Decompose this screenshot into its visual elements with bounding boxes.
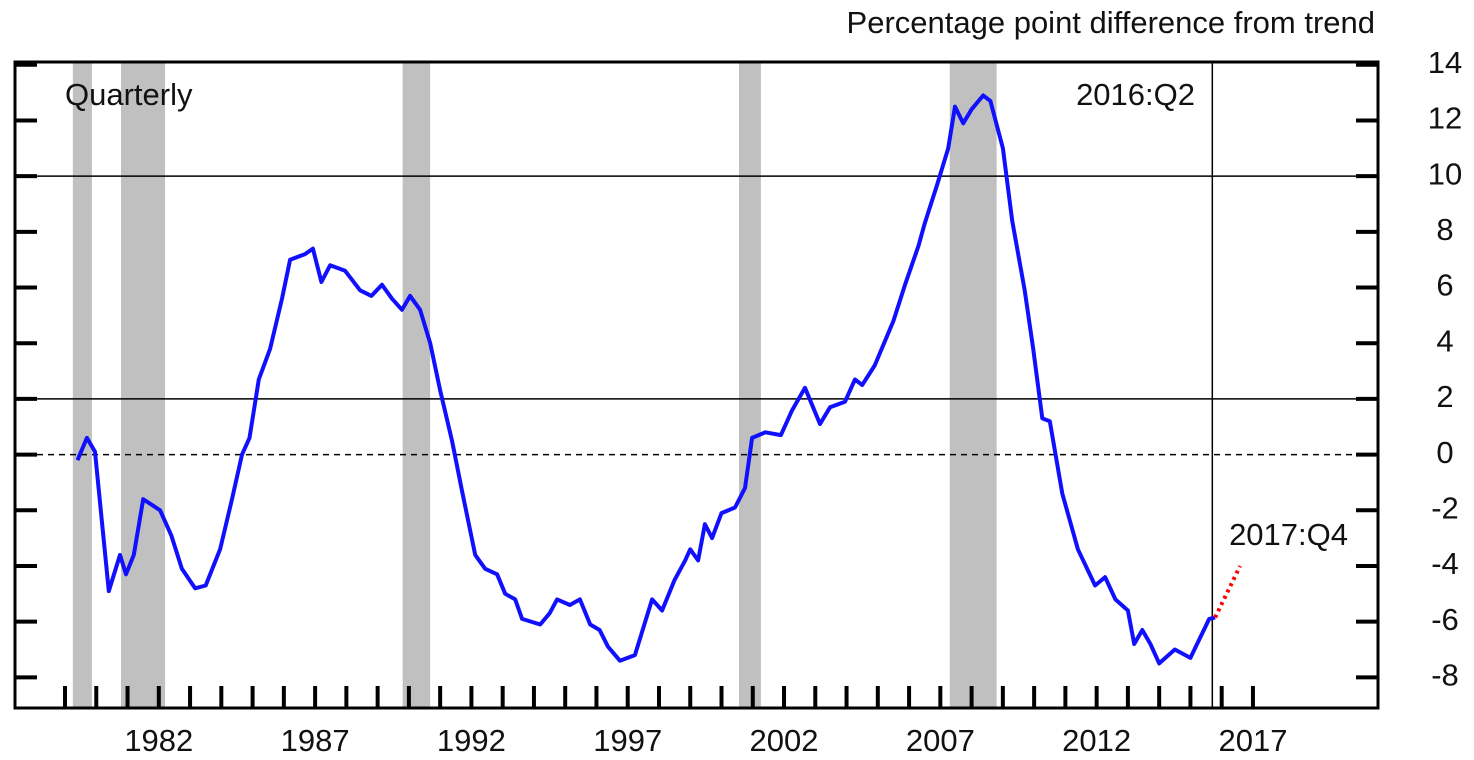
y-tick-label: 0 <box>1436 435 1453 470</box>
chart-subtitle: Percentage point difference from trend <box>847 5 1375 40</box>
y-tick-label: 8 <box>1436 212 1453 247</box>
plot-frame <box>13 60 1380 710</box>
annotation: 2016:Q2 <box>1076 77 1195 112</box>
recession-band <box>949 62 997 708</box>
annotation: Quarterly <box>65 77 193 112</box>
y-tick-label: 4 <box>1436 323 1453 358</box>
x-tick-label: 1992 <box>437 723 506 758</box>
x-tick-label: 1997 <box>593 723 662 758</box>
x-tick-label: 1982 <box>124 723 193 758</box>
recession-band <box>72 62 92 708</box>
recession-band <box>402 62 431 708</box>
y-tick-label: 6 <box>1436 268 1453 303</box>
y-tick-label: 10 <box>1428 156 1462 191</box>
recession-band <box>739 62 761 708</box>
recession-band <box>120 62 166 708</box>
x-tick-label: 2012 <box>1062 723 1131 758</box>
x-tick-label: 2007 <box>906 723 975 758</box>
series-line <box>75 93 1216 666</box>
y-tick-label: 12 <box>1428 101 1462 136</box>
x-tick-label: 1987 <box>281 723 350 758</box>
projection-line <box>1213 565 1242 619</box>
annotation: 2017:Q4 <box>1229 517 1348 552</box>
x-tick-label: 2002 <box>750 723 819 758</box>
y-tick-label: -8 <box>1431 658 1459 693</box>
y-tick-label: -6 <box>1431 602 1459 637</box>
y-tick-label: 2 <box>1436 379 1453 414</box>
y-tick-label: -2 <box>1431 490 1459 525</box>
y-tick-label: -4 <box>1431 546 1459 581</box>
x-tick-label: 2017 <box>1218 723 1287 758</box>
y-tick-label: 14 <box>1428 45 1462 80</box>
